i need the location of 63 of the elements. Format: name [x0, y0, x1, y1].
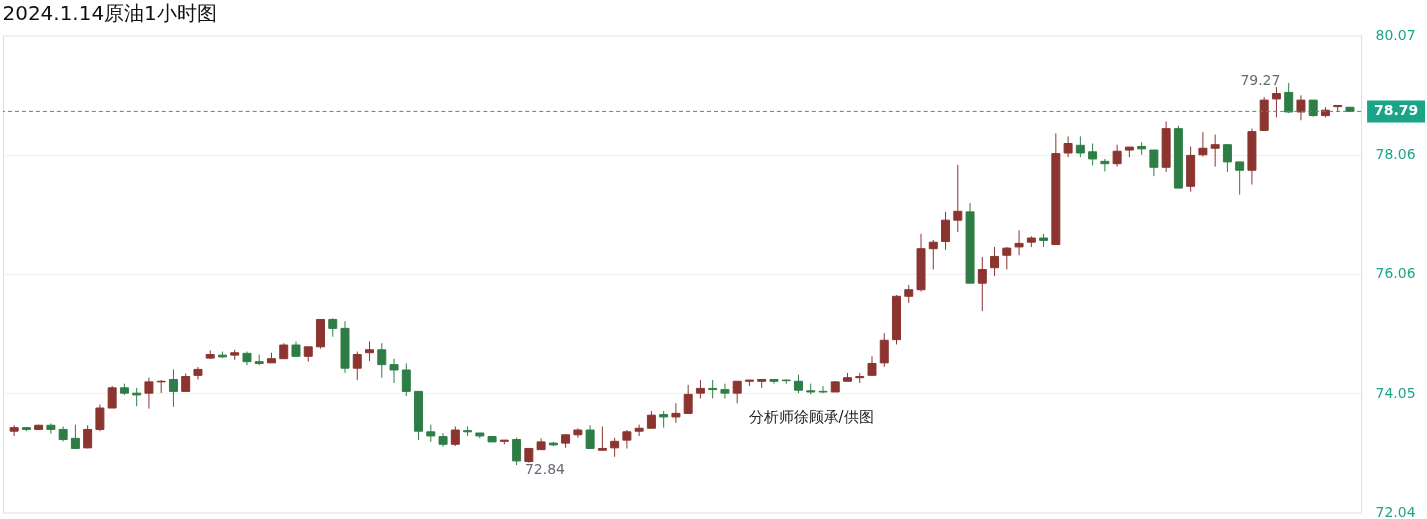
- candlestick: [1222, 144, 1232, 173]
- y-tick-label: 80.07: [1375, 26, 1416, 43]
- candlestick: [941, 211, 951, 251]
- y-tick-label: 72.04: [1375, 504, 1416, 519]
- candlestick: [622, 429, 632, 449]
- candlestick: [1210, 134, 1220, 168]
- candlestick: [879, 332, 889, 368]
- candlestick: [1088, 143, 1098, 166]
- candlestick: [168, 368, 178, 408]
- candlestick: [132, 387, 142, 407]
- candlestick: [1100, 158, 1110, 172]
- annotation: 79.27: [1240, 71, 1281, 88]
- candlestick: [585, 424, 595, 449]
- candlestick: [328, 317, 338, 338]
- candlestick: [1075, 135, 1085, 158]
- candlestick: [46, 422, 56, 435]
- candlestick: [107, 385, 117, 409]
- candlestick: [1296, 94, 1306, 121]
- candlestick: [928, 239, 938, 271]
- candlestick: [1235, 161, 1245, 196]
- candlestick: [450, 425, 460, 447]
- candlestick: [708, 379, 718, 400]
- candlestick: [95, 403, 105, 432]
- annotation: 分析师徐顾承/供图: [748, 408, 874, 427]
- y-tick-label: 74.05: [1375, 384, 1416, 401]
- candlestick: [793, 374, 803, 394]
- candlestick: [695, 379, 705, 400]
- candlestick: [769, 378, 779, 385]
- candlestick: [1284, 82, 1294, 114]
- candlestick: [634, 424, 644, 437]
- candlestick: [181, 373, 191, 393]
- candlestick: [610, 437, 620, 458]
- candlestick: [1271, 86, 1281, 118]
- candlestick: [1014, 229, 1024, 256]
- candlestick: [365, 340, 375, 362]
- candlestick: [990, 246, 1000, 277]
- candlestick: [352, 351, 362, 381]
- y-tick-label: 78.06: [1375, 146, 1416, 163]
- ref-line-label: 78.79: [1373, 102, 1419, 119]
- candlestick: [732, 380, 742, 404]
- candlestick: [671, 402, 681, 424]
- candlestick: [144, 377, 154, 410]
- candlestick: [1063, 135, 1073, 158]
- candlestick: [720, 383, 730, 400]
- candlestick: [683, 384, 693, 414]
- candlestick: [389, 358, 399, 384]
- candlestick: [83, 424, 93, 449]
- candlestick: [818, 385, 828, 394]
- chart-title: 2024.1.14原油1小时图: [2, 1, 217, 26]
- candlestick: [1198, 131, 1208, 158]
- candlestick: [1112, 144, 1122, 168]
- candlestick: [377, 342, 387, 379]
- y-tick-label: 76.06: [1375, 265, 1416, 282]
- candlestick: [401, 362, 411, 397]
- candlestick: [977, 256, 987, 312]
- candlestick: [597, 425, 607, 451]
- candlestick: [9, 424, 19, 437]
- annotation: 72.84: [524, 460, 566, 477]
- candlestick: [70, 424, 80, 449]
- candlestick: [512, 437, 522, 466]
- candlestick: [953, 164, 963, 233]
- candlestick: [867, 355, 877, 376]
- candlestick: [1149, 149, 1159, 177]
